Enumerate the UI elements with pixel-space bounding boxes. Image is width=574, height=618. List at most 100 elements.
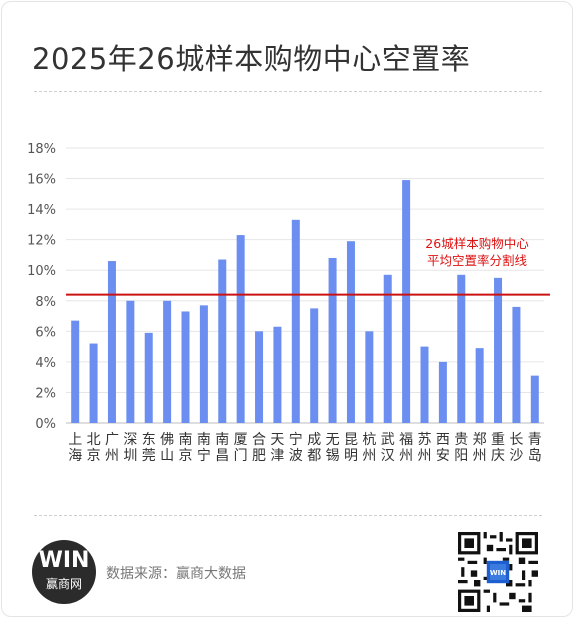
x-tick-label: 南: [215, 432, 229, 448]
bar-chart: 0%2%4%6%8%10%12%14%16%18%上海北京广州深圳东莞佛山南京南…: [27, 142, 550, 464]
x-tick-label: 武: [381, 432, 395, 448]
reference-line-label: 平均空置率分割线: [427, 253, 528, 268]
svg-text:WIN: WIN: [490, 568, 506, 577]
x-tick-label: 长: [509, 432, 523, 448]
x-tick-label: 京: [179, 448, 193, 464]
x-tick-label: 州: [473, 448, 487, 464]
bar: [365, 331, 374, 423]
brand-logo: WIN 赢商网: [32, 540, 96, 604]
bar: [457, 274, 466, 423]
x-tick-label: 上: [68, 432, 82, 448]
x-tick-label: 昌: [215, 448, 229, 464]
reference-line-label: 26城样本购物中心: [425, 236, 529, 251]
bar: [530, 375, 539, 423]
x-tick-label: 安: [436, 448, 450, 464]
x-tick-label: 海: [68, 448, 82, 464]
bar: [236, 235, 245, 423]
y-tick-label: 18%: [27, 142, 56, 157]
x-tick-label: 杭: [362, 432, 376, 448]
x-tick-label: 天: [270, 432, 284, 448]
x-tick-label: 山: [160, 448, 174, 464]
x-tick-label: 厦: [234, 432, 248, 448]
y-tick-label: 8%: [35, 295, 56, 310]
x-tick-label: 锡: [326, 448, 340, 464]
x-tick-label: 津: [270, 448, 284, 464]
bar: [107, 261, 116, 423]
x-tick-label: 西: [436, 432, 450, 448]
bar: [126, 300, 135, 423]
bar: [199, 305, 208, 423]
logo-text: 赢商网: [45, 577, 82, 591]
bar: [71, 320, 80, 423]
bar: [438, 361, 447, 423]
bar: [383, 274, 392, 423]
x-tick-label: 州: [105, 448, 119, 464]
bar: [218, 259, 227, 423]
bar: [163, 300, 172, 423]
y-tick-label: 6%: [35, 325, 56, 340]
x-tick-label: 都: [307, 448, 321, 464]
x-tick-label: 南: [179, 432, 193, 448]
x-tick-label: 东: [142, 432, 156, 448]
bar: [181, 311, 190, 423]
x-tick-label: 圳: [123, 448, 137, 464]
y-tick-label: 0%: [35, 417, 56, 432]
x-tick-label: 京: [87, 448, 101, 464]
x-tick-label: 明: [344, 448, 358, 464]
top-divider: [34, 91, 542, 92]
bar: [346, 241, 355, 423]
x-tick-label: 南: [197, 432, 211, 448]
bar: [420, 346, 429, 423]
bar: [144, 332, 153, 423]
x-tick-label: 郑: [473, 432, 487, 448]
x-tick-label: 青: [528, 432, 542, 448]
y-tick-label: 2%: [35, 386, 56, 401]
data-source: 数据来源：赢商大数据: [106, 566, 246, 582]
x-tick-label: 阳: [454, 448, 468, 464]
y-tick-label: 12%: [27, 234, 56, 249]
x-tick-label: 莞: [142, 448, 156, 464]
x-tick-label: 昆: [344, 432, 358, 448]
x-tick-label: 福: [399, 432, 413, 448]
x-tick-label: 宁: [289, 431, 303, 448]
x-tick-label: 门: [234, 448, 248, 464]
x-tick-label: 无: [326, 432, 340, 448]
x-tick-label: 汉: [381, 448, 395, 464]
x-tick-label: 合: [252, 432, 266, 448]
qr-code-icon: WIN: [458, 532, 538, 612]
bar: [255, 331, 264, 423]
page-title: 2025年26城样本购物中心空置率: [32, 42, 471, 76]
x-tick-label: 肥: [252, 448, 266, 464]
x-tick-label: 州: [418, 448, 432, 464]
x-tick-label: 州: [399, 448, 413, 464]
y-tick-label: 4%: [35, 356, 56, 371]
bar: [402, 180, 411, 423]
x-tick-label: 沙: [509, 448, 523, 464]
bar: [89, 343, 98, 423]
x-tick-label: 苏: [418, 432, 432, 448]
bar: [310, 308, 319, 423]
logo-mark: WIN: [38, 548, 90, 573]
x-tick-label: 宁: [197, 447, 211, 464]
bottom-divider: [34, 515, 542, 516]
x-tick-label: 北: [87, 432, 101, 448]
y-tick-label: 16%: [27, 173, 56, 188]
bar: [291, 219, 300, 423]
bar: [475, 348, 484, 423]
x-tick-label: 岛: [528, 448, 542, 464]
bar: [512, 306, 521, 423]
x-tick-label: 重: [491, 432, 505, 448]
bar: [494, 277, 503, 423]
x-tick-label: 成: [307, 432, 321, 448]
x-tick-label: 广: [105, 432, 119, 448]
x-tick-label: 庆: [491, 448, 505, 464]
y-tick-label: 10%: [27, 264, 56, 279]
x-tick-label: 佛: [160, 432, 174, 448]
x-tick-label: 波: [289, 448, 303, 464]
bar: [328, 258, 337, 423]
x-tick-label: 州: [362, 448, 376, 464]
bar: [273, 326, 282, 423]
y-tick-label: 14%: [27, 203, 56, 218]
x-tick-label: 贵: [454, 432, 468, 448]
